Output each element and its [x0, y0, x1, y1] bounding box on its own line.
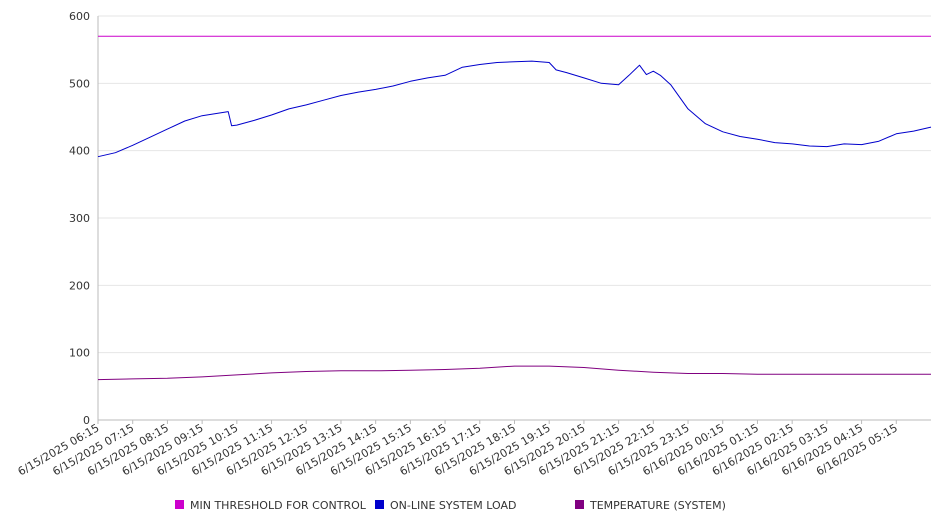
series-line-temperature-system	[97, 365, 931, 381]
y-tick-label-0: 0	[83, 414, 90, 427]
legend-item-temperature-system: TEMPERATURE (SYSTEM)	[575, 499, 726, 512]
series-layer	[97, 35, 932, 381]
legend-label: TEMPERATURE (SYSTEM)	[589, 499, 726, 512]
y-tick-label-600: 600	[69, 10, 90, 23]
legend-item-on-line-system-load: ON-LINE SYSTEM LOAD	[375, 499, 516, 512]
legend-swatch	[175, 500, 184, 509]
axes-layer	[97, 16, 931, 424]
y-tick-label-500: 500	[69, 77, 90, 90]
legend-swatch	[375, 500, 384, 509]
y-tick-label-200: 200	[69, 279, 90, 292]
legend: MIN THRESHOLD FOR CONTROL ON-LINE SYSTEM …	[175, 499, 726, 512]
series-line-on-line-system-load	[97, 60, 932, 158]
x-tick-labels: 6/15/2025 06:156/15/2025 07:156/15/2025 …	[16, 421, 900, 478]
y-tick-label-300: 300	[69, 212, 90, 225]
y-tick-labels: 0 100 200 300 400 500 600	[69, 10, 90, 427]
y-tick-label-400: 400	[69, 145, 90, 158]
legend-item-min-threshold-for-control: MIN THRESHOLD FOR CONTROL	[175, 499, 367, 512]
grid-layer	[98, 15, 931, 354]
legend-label: ON-LINE SYSTEM LOAD	[390, 499, 516, 512]
legend-label: MIN THRESHOLD FOR CONTROL	[190, 499, 367, 512]
legend-swatch	[575, 500, 584, 509]
y-tick-label-100: 100	[69, 347, 90, 360]
